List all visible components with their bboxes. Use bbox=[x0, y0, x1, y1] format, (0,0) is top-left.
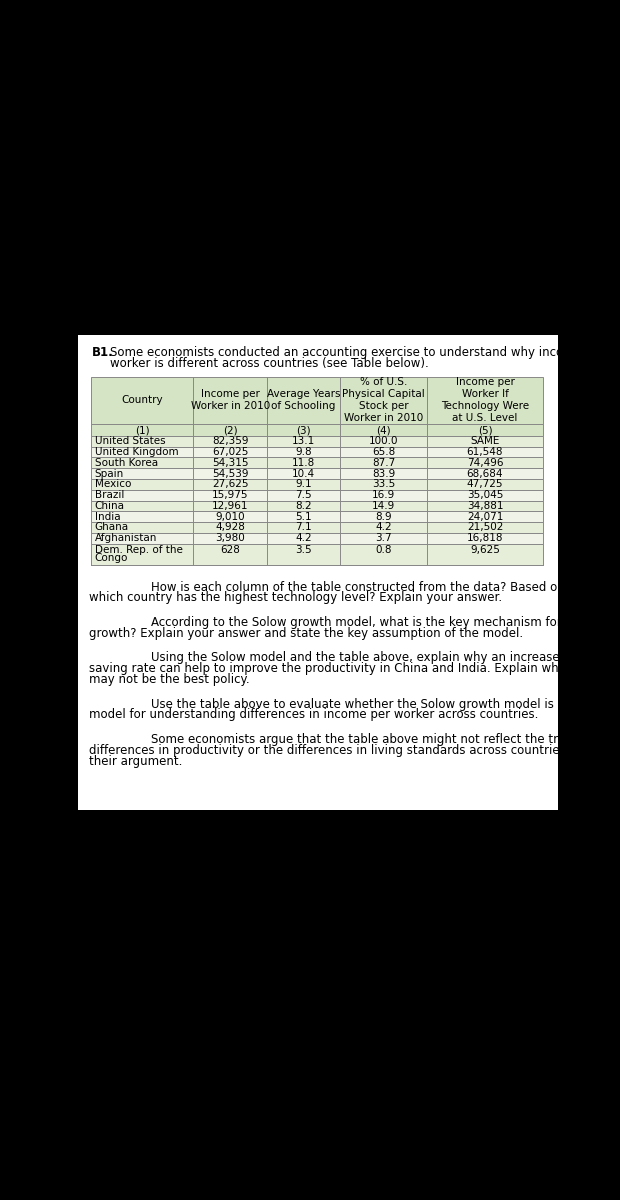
Text: 27,625: 27,625 bbox=[212, 479, 249, 490]
Text: 65.8: 65.8 bbox=[372, 446, 395, 457]
Text: Using the Solow model and the table above, explain why an increase in the: Using the Solow model and the table abov… bbox=[151, 652, 598, 665]
Text: 33.5: 33.5 bbox=[372, 479, 395, 490]
Text: Income per
Worker in 2010: Income per Worker in 2010 bbox=[190, 390, 270, 412]
Text: 68,684: 68,684 bbox=[467, 468, 503, 479]
Text: Congo: Congo bbox=[94, 553, 128, 563]
Text: 9,625: 9,625 bbox=[470, 545, 500, 556]
Text: SAME: SAME bbox=[471, 437, 500, 446]
Text: 10.4: 10.4 bbox=[292, 468, 315, 479]
Text: which country has the highest technology level? Explain your answer.: which country has the highest technology… bbox=[89, 592, 502, 605]
Bar bbox=[92, 479, 542, 490]
Text: Ghana: Ghana bbox=[94, 522, 129, 533]
Text: % of U.S.
Physical Capital
Stock per
Worker in 2010: % of U.S. Physical Capital Stock per Wor… bbox=[342, 378, 425, 424]
Text: 83.9: 83.9 bbox=[372, 468, 395, 479]
Text: 54,539: 54,539 bbox=[212, 468, 249, 479]
Text: 87.7: 87.7 bbox=[372, 457, 395, 468]
Text: 7.1: 7.1 bbox=[295, 522, 312, 533]
Text: India: India bbox=[94, 511, 120, 522]
Text: 9.8: 9.8 bbox=[295, 446, 312, 457]
Bar bbox=[92, 446, 542, 457]
Text: According to the Solow growth model, what is the key mechanism for economic: According to the Solow growth model, wha… bbox=[151, 616, 620, 629]
Text: (2): (2) bbox=[223, 425, 237, 436]
Text: 0.8: 0.8 bbox=[375, 545, 392, 556]
Bar bbox=[92, 533, 542, 544]
Bar bbox=[92, 511, 542, 522]
Text: 14.9: 14.9 bbox=[372, 500, 395, 511]
Text: How is each column of the table constructed from the data? Based on the table,: How is each column of the table construc… bbox=[151, 581, 620, 594]
Text: 74,496: 74,496 bbox=[467, 457, 503, 468]
Bar bbox=[92, 522, 542, 533]
Text: 35,045: 35,045 bbox=[467, 490, 503, 500]
Text: 8.2: 8.2 bbox=[295, 500, 312, 511]
Text: (1): (1) bbox=[135, 425, 149, 436]
Text: 13.1: 13.1 bbox=[292, 437, 315, 446]
Bar bbox=[92, 544, 542, 565]
Text: 7.5: 7.5 bbox=[295, 490, 312, 500]
Text: (4): (4) bbox=[376, 425, 391, 436]
Text: may not be the best policy.: may not be the best policy. bbox=[89, 673, 250, 686]
Bar bbox=[92, 425, 542, 436]
Text: (5): (5) bbox=[477, 425, 492, 436]
Text: 100.0: 100.0 bbox=[369, 437, 398, 446]
Text: Mexico: Mexico bbox=[94, 479, 131, 490]
Bar bbox=[92, 377, 542, 425]
Text: 21,502: 21,502 bbox=[467, 522, 503, 533]
Text: 47,725: 47,725 bbox=[467, 479, 503, 490]
Text: B1.: B1. bbox=[92, 346, 113, 359]
Text: Some economists conducted an accounting exercise to understand why income (GDP) : Some economists conducted an accounting … bbox=[110, 346, 620, 359]
Text: United Kingdom: United Kingdom bbox=[94, 446, 178, 457]
Bar bbox=[92, 436, 542, 446]
Text: Dem. Rep. of the: Dem. Rep. of the bbox=[94, 545, 182, 556]
Text: 5.1: 5.1 bbox=[295, 511, 312, 522]
Text: 628: 628 bbox=[220, 545, 240, 556]
Text: 11.8: 11.8 bbox=[292, 457, 315, 468]
Text: South Korea: South Korea bbox=[94, 457, 157, 468]
Text: Country: Country bbox=[122, 396, 163, 406]
Text: 4.2: 4.2 bbox=[295, 533, 312, 544]
Text: their argument.: their argument. bbox=[89, 755, 182, 768]
Text: differences in productivity or the differences in living standards across countr: differences in productivity or the diffe… bbox=[89, 744, 617, 757]
Text: 67,025: 67,025 bbox=[212, 446, 249, 457]
Text: 8.9: 8.9 bbox=[375, 511, 392, 522]
Text: 12,961: 12,961 bbox=[212, 500, 249, 511]
Text: 15,975: 15,975 bbox=[212, 490, 249, 500]
Text: 9,010: 9,010 bbox=[215, 511, 245, 522]
Text: United States: United States bbox=[94, 437, 165, 446]
Text: Brazil: Brazil bbox=[94, 490, 124, 500]
Text: 54,315: 54,315 bbox=[212, 457, 249, 468]
Text: 9.1: 9.1 bbox=[295, 479, 312, 490]
Text: China: China bbox=[94, 500, 125, 511]
Text: growth? Explain your answer and state the key assumption of the model.: growth? Explain your answer and state th… bbox=[89, 626, 523, 640]
Text: 4.2: 4.2 bbox=[375, 522, 392, 533]
Bar bbox=[92, 468, 542, 479]
Text: 3.5: 3.5 bbox=[295, 545, 312, 556]
Text: worker is different across countries (see Table below).: worker is different across countries (se… bbox=[110, 356, 429, 370]
Bar bbox=[92, 500, 542, 511]
Text: 3,980: 3,980 bbox=[215, 533, 245, 544]
Text: Average Years
of Schooling: Average Years of Schooling bbox=[267, 390, 340, 412]
Text: 82,359: 82,359 bbox=[212, 437, 249, 446]
Text: 34,881: 34,881 bbox=[467, 500, 503, 511]
Text: 3.7: 3.7 bbox=[375, 533, 392, 544]
Text: Use the table above to evaluate whether the Solow growth model is a good: Use the table above to evaluate whether … bbox=[151, 697, 598, 710]
Bar bbox=[92, 490, 542, 500]
Text: model for understanding differences in income per worker across countries.: model for understanding differences in i… bbox=[89, 708, 539, 721]
Text: saving rate can help to improve the productivity in China and India. Explain why: saving rate can help to improve the prod… bbox=[89, 662, 620, 676]
Text: Afghanistan: Afghanistan bbox=[94, 533, 157, 544]
Bar bbox=[78, 335, 558, 810]
Text: Spain: Spain bbox=[94, 468, 124, 479]
Text: 16,818: 16,818 bbox=[467, 533, 503, 544]
Text: Income per
Worker If
Technology Were
at U.S. Level: Income per Worker If Technology Were at … bbox=[441, 378, 529, 424]
Text: Some economists argue that the table above might not reflect the true: Some economists argue that the table abo… bbox=[151, 733, 573, 746]
Text: 16.9: 16.9 bbox=[372, 490, 395, 500]
Text: 4,928: 4,928 bbox=[215, 522, 245, 533]
Text: 24,071: 24,071 bbox=[467, 511, 503, 522]
Text: 61,548: 61,548 bbox=[467, 446, 503, 457]
Bar bbox=[92, 457, 542, 468]
Text: (3): (3) bbox=[296, 425, 311, 436]
